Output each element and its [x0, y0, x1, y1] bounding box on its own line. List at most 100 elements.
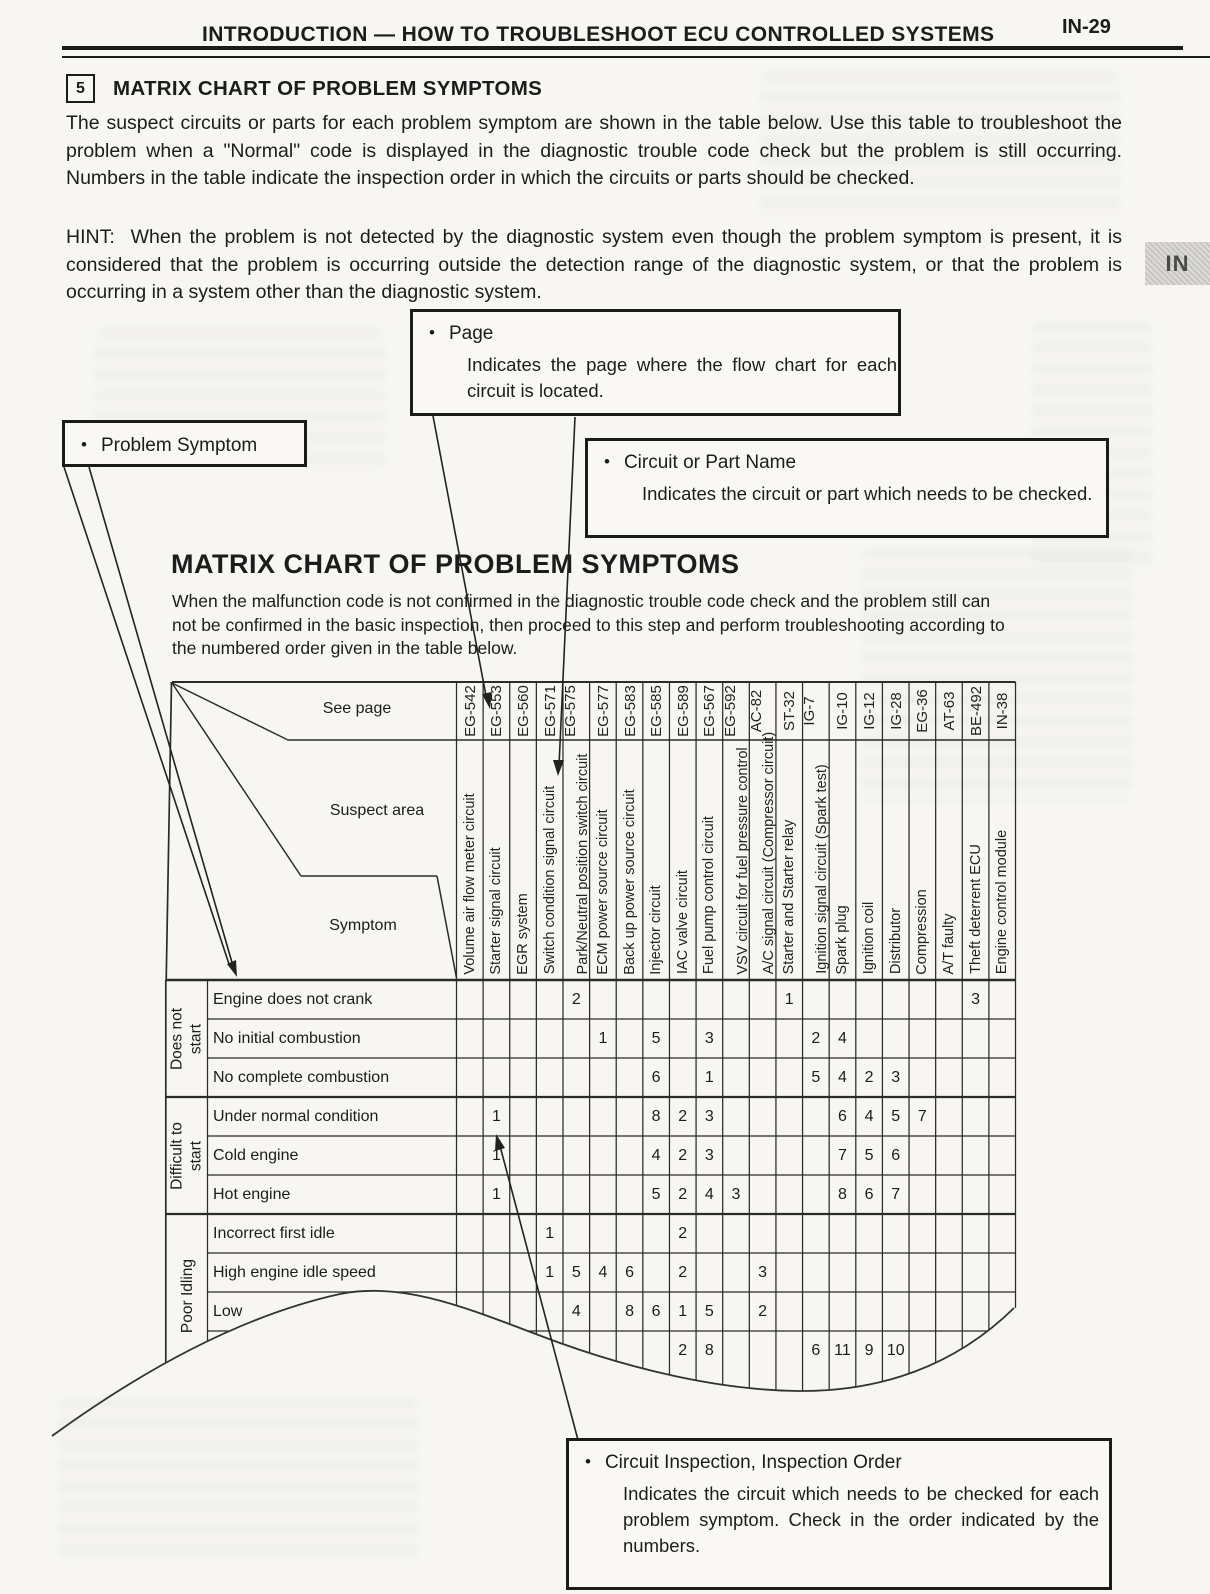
suspect-area-label: Volume air flow meter circuit: [461, 792, 478, 975]
inspection-order-number: 3: [731, 1185, 741, 1203]
inspection-order-number: 6: [811, 1341, 821, 1359]
inspection-order-number: 2: [864, 1068, 874, 1086]
inspection-order-number: 4: [571, 1302, 581, 1320]
inspection-order-number: 1: [491, 1185, 501, 1203]
symptom-row-label: Cold engine: [213, 1146, 299, 1164]
inspection-order-number: 8: [625, 1302, 634, 1320]
suspect-area-label: Distributor: [887, 907, 904, 975]
suspect-area-label: Fuel pump control circuit: [701, 816, 718, 974]
inspection-order-number: 1: [704, 1068, 714, 1086]
hint-label: HINT:: [66, 226, 115, 248]
inspection-order-number: 4: [838, 1068, 847, 1086]
suspect-area-label: ECM power source circuit: [594, 808, 611, 975]
suspect-area-label: Ignition coil: [861, 901, 878, 974]
callout-inspection-body: Indicates the circuit which needs to be …: [623, 1483, 1099, 1556]
callout-problem-symptom: • Problem Symptom: [62, 420, 307, 467]
suspect-area-label: Ignition signal circuit (Spark test): [814, 764, 831, 974]
inspection-order-number: 8: [838, 1185, 847, 1203]
callout-page-title: Page: [448, 323, 494, 344]
suspect-area-label: Switch condition signal circuit: [541, 785, 558, 974]
corner-label-suspect-area: Suspect area: [329, 802, 425, 819]
inspection-order-number: 2: [678, 1263, 688, 1281]
suspect-area-label: Engine control module: [994, 829, 1011, 975]
suspect-area-label: A/T faulty: [940, 913, 957, 974]
section-edge-tab: IN: [1145, 242, 1210, 285]
symptom-row-label: Low: [213, 1302, 243, 1320]
header-rule-thin: [62, 56, 1210, 58]
suspect-area-label: Compression: [914, 888, 931, 975]
bullet-icon: •: [585, 1452, 591, 1471]
callout-circuit-part-body: Indicates the circuit or part which need…: [642, 483, 1093, 504]
inspection-order-number: 3: [971, 990, 981, 1008]
inspection-order-number: 4: [864, 1107, 874, 1125]
corner-label-see-page: See page: [322, 700, 392, 717]
callout-inspection-order: • Circuit Inspection, Inspection Order I…: [566, 1438, 1112, 1590]
callout-page: • Page Indicates the page where the flow…: [410, 309, 901, 416]
symptom-row-label: Incorrect first idle: [213, 1224, 335, 1242]
symptom-row-label: High engine idle speed: [213, 1263, 376, 1281]
suspect-area-label: IAC valve circuit: [674, 870, 691, 974]
suspect-area-label: EGR system: [515, 892, 532, 975]
symptom-row-label: No initial combustion: [213, 1029, 361, 1047]
inspection-order-number: 4: [704, 1185, 714, 1203]
callout-circuit-part: • Circuit or Part Name Indicates the cir…: [585, 438, 1109, 538]
inspection-order-number: 5: [571, 1263, 581, 1281]
inspection-order-number: 2: [571, 990, 581, 1008]
inspection-order-number: 2: [678, 1146, 688, 1164]
inspection-order-number: 5: [651, 1185, 661, 1203]
inspection-order-number: 6: [651, 1302, 661, 1320]
suspect-area-label: A/C signal circuit (Compressor circuit): [761, 731, 778, 974]
inspection-order-number: 6: [864, 1185, 874, 1203]
inspection-order-number: 2: [678, 1107, 688, 1125]
inspection-order-number: 1: [491, 1146, 501, 1164]
callout-inspection-title: Circuit Inspection, Inspection Order: [604, 1452, 902, 1473]
inspection-order-number: 5: [891, 1107, 901, 1125]
section-heading: 5 MATRIX CHART OF PROBLEM SYMPTOMS: [66, 74, 542, 103]
inspection-order-number: 4: [651, 1146, 661, 1164]
bullet-icon: •: [604, 452, 610, 471]
section-body: The suspect circuits or parts for each p…: [66, 112, 1122, 189]
inspection-order-number: 3: [704, 1107, 714, 1125]
inspection-order-number: 5: [704, 1302, 714, 1320]
bullet-icon: •: [429, 323, 435, 342]
callout-page-body: Indicates the page where the flow chart …: [467, 354, 897, 401]
page-header-title: INTRODUCTION — HOW TO TROUBLESHOOT ECU C…: [202, 23, 995, 46]
inspection-order-number: 8: [704, 1341, 714, 1359]
inspection-order-number: 2: [811, 1029, 821, 1047]
inspection-order-number: 1: [784, 990, 794, 1008]
section-title: MATRIX CHART OF PROBLEM SYMPTOMS: [113, 76, 543, 100]
inspection-order-number: 1: [545, 1263, 555, 1281]
inspection-order-number: 6: [625, 1263, 634, 1281]
inspection-order-number: 1: [678, 1302, 688, 1320]
inspection-order-number: 6: [891, 1146, 901, 1164]
inspection-order-number: 3: [704, 1146, 714, 1164]
inspection-order-number: 5: [864, 1146, 874, 1164]
inspection-order-number: 4: [598, 1263, 608, 1281]
inspection-order-number: 2: [678, 1341, 688, 1359]
grid-line: [436, 875, 458, 979]
inspection-order-number: 4: [838, 1029, 847, 1047]
inspection-order-number: 7: [838, 1146, 847, 1164]
inspection-order-number: 3: [758, 1263, 768, 1281]
inspection-order-number: 2: [678, 1224, 688, 1242]
inspection-order-number: 11: [834, 1341, 851, 1359]
inspection-order-number: 2: [678, 1185, 688, 1203]
suspect-area-label: Starter signal circuit: [488, 846, 505, 975]
suspect-area-label: Park/Neutral position switch circuit: [574, 753, 591, 974]
callout-circuit-part-title: Circuit or Part Name: [623, 452, 797, 473]
symptom-row-label: No complete combustion: [213, 1068, 390, 1086]
section-hint: HINT: When the problem is not detected b…: [66, 224, 1122, 307]
page-number: IN-29: [1062, 16, 1111, 38]
inspection-order-number: 6: [651, 1068, 661, 1086]
inspection-order-number: 6: [838, 1107, 847, 1125]
inspection-order-number: 1: [598, 1029, 608, 1047]
matrix-intro: When the malfunction code is not confirm…: [172, 591, 1005, 658]
inspection-order-number: 1: [491, 1107, 501, 1125]
inspection-order-number: 8: [651, 1107, 661, 1125]
inspection-order-number: 9: [864, 1341, 874, 1359]
inspection-order-number: 1: [545, 1224, 555, 1242]
inspection-order-number: 5: [811, 1068, 821, 1086]
inspection-order-number: 5: [651, 1029, 661, 1047]
